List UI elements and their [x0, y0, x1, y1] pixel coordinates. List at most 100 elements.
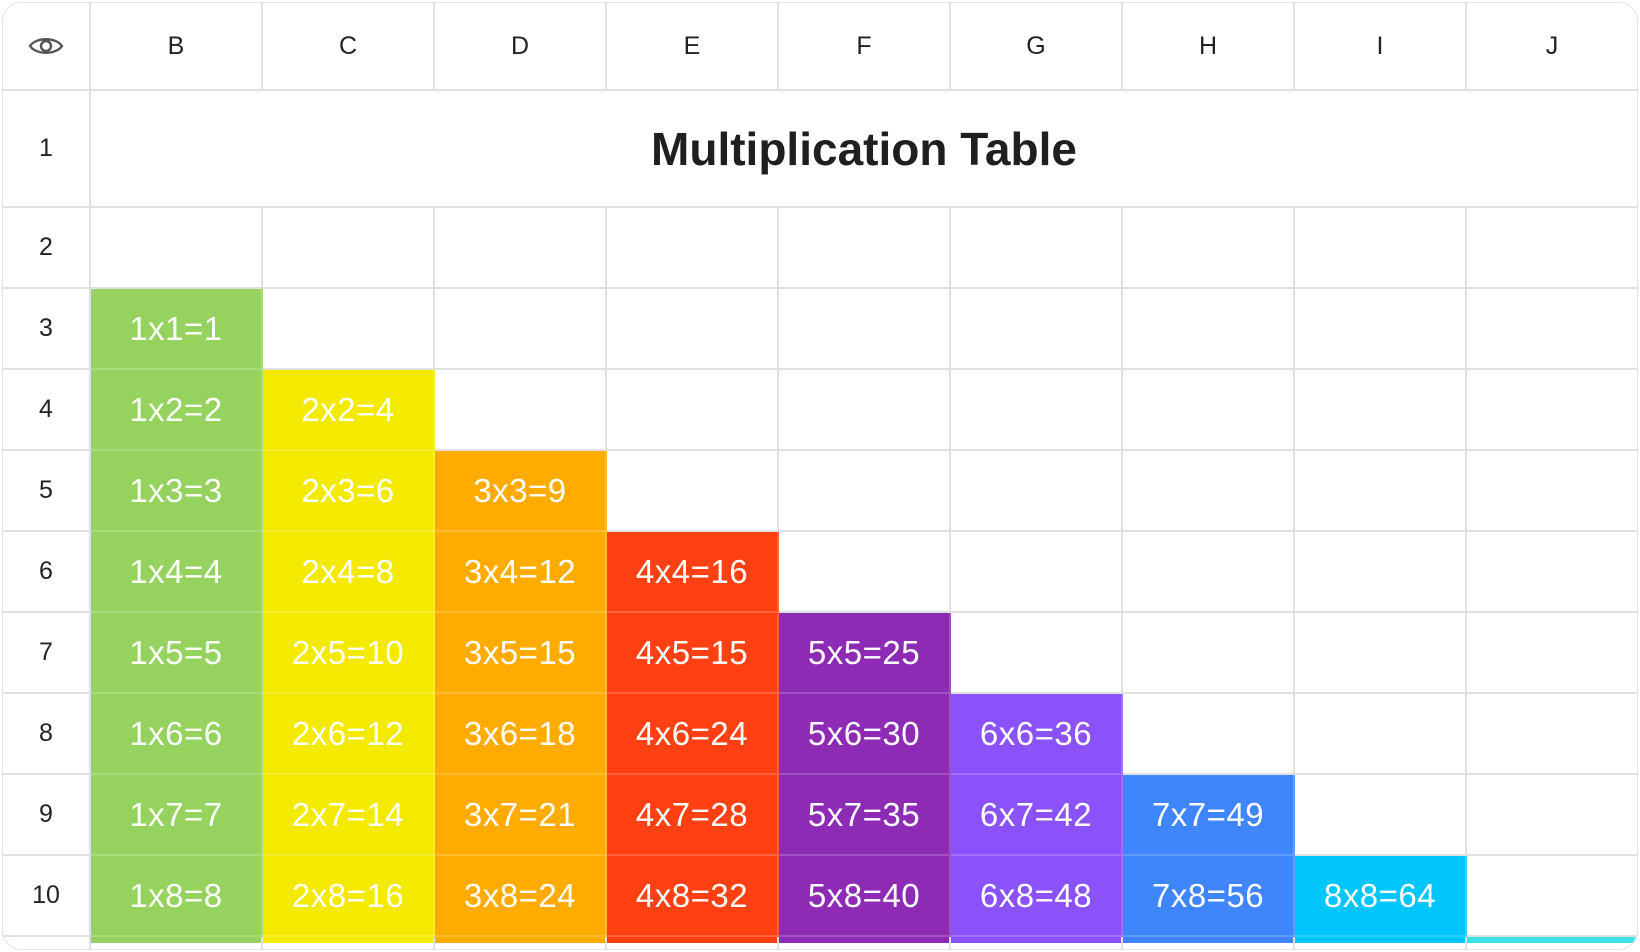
cell-b9[interactable]: 1x7=7 [91, 775, 263, 856]
cell-c3[interactable] [263, 289, 435, 370]
row-header-5[interactable]: 5 [3, 451, 91, 532]
cell-h10[interactable]: 7x8=56 [1123, 856, 1295, 937]
cell-d4[interactable] [435, 370, 607, 451]
column-header-e[interactable]: E [607, 3, 779, 91]
cell-g10[interactable]: 6x8=48 [951, 856, 1123, 937]
cell-j10[interactable] [1467, 856, 1637, 937]
cell-i2[interactable] [1295, 208, 1467, 289]
cell-i5[interactable] [1295, 451, 1467, 532]
cell-i7[interactable] [1295, 613, 1467, 694]
row-header-8[interactable]: 8 [3, 694, 91, 775]
cell-i10[interactable]: 8x8=64 [1295, 856, 1467, 937]
cell-g2[interactable] [951, 208, 1123, 289]
cell-e3[interactable] [607, 289, 779, 370]
row-header-6[interactable]: 6 [3, 532, 91, 613]
cell-e8[interactable]: 4x6=24 [607, 694, 779, 775]
row-header-4[interactable]: 4 [3, 370, 91, 451]
column-header-b[interactable]: B [91, 3, 263, 91]
cell-f2[interactable] [779, 208, 951, 289]
column-header-h[interactable]: H [1123, 3, 1295, 91]
cell-b5[interactable]: 1x3=3 [91, 451, 263, 532]
cell-h7[interactable] [1123, 613, 1295, 694]
column-header-d[interactable]: D [435, 3, 607, 91]
cell-b3[interactable]: 1x1=1 [91, 289, 263, 370]
cell-i4[interactable] [1295, 370, 1467, 451]
cell-d7[interactable]: 3x5=15 [435, 613, 607, 694]
cell-f7[interactable]: 5x5=25 [779, 613, 951, 694]
cell-c6[interactable]: 2x4=8 [263, 532, 435, 613]
cell-j3[interactable] [1467, 289, 1637, 370]
cell-g4[interactable] [951, 370, 1123, 451]
cell-g5[interactable] [951, 451, 1123, 532]
cell-f10[interactable]: 5x8=40 [779, 856, 951, 937]
column-header-f[interactable]: F [779, 3, 951, 91]
row-header-1[interactable]: 1 [3, 91, 91, 208]
cell-f5[interactable] [779, 451, 951, 532]
table-title-cell[interactable]: Multiplication Table [91, 91, 1637, 208]
cell-c4[interactable]: 2x2=4 [263, 370, 435, 451]
cell-i9[interactable] [1295, 775, 1467, 856]
cell-e4[interactable] [607, 370, 779, 451]
cell-d8[interactable]: 3x6=18 [435, 694, 607, 775]
cell-g9[interactable]: 6x7=42 [951, 775, 1123, 856]
cell-d2[interactable] [435, 208, 607, 289]
cell-c8[interactable]: 2x6=12 [263, 694, 435, 775]
cell-e9[interactable]: 4x7=28 [607, 775, 779, 856]
cell-j7[interactable] [1467, 613, 1637, 694]
cell-j8[interactable] [1467, 694, 1637, 775]
cell-c2[interactable] [263, 208, 435, 289]
cell-d6[interactable]: 3x4=12 [435, 532, 607, 613]
cell-c7[interactable]: 2x5=10 [263, 613, 435, 694]
cell-h9[interactable]: 7x7=49 [1123, 775, 1295, 856]
cell-i6[interactable] [1295, 532, 1467, 613]
cell-c10[interactable]: 2x8=16 [263, 856, 435, 937]
cell-e2[interactable] [607, 208, 779, 289]
cell-f4[interactable] [779, 370, 951, 451]
cell-i8[interactable] [1295, 694, 1467, 775]
cell-g6[interactable] [951, 532, 1123, 613]
cell-h4[interactable] [1123, 370, 1295, 451]
cell-c9[interactable]: 2x7=14 [263, 775, 435, 856]
cell-f3[interactable] [779, 289, 951, 370]
cell-g7[interactable] [951, 613, 1123, 694]
cell-b7[interactable]: 1x5=5 [91, 613, 263, 694]
cell-b8[interactable]: 1x6=6 [91, 694, 263, 775]
cell-h5[interactable] [1123, 451, 1295, 532]
cell-h3[interactable] [1123, 289, 1295, 370]
cell-j2[interactable] [1467, 208, 1637, 289]
cell-j9[interactable] [1467, 775, 1637, 856]
row-header-10[interactable]: 10 [3, 856, 91, 937]
row-header-3[interactable]: 3 [3, 289, 91, 370]
cell-f8[interactable]: 5x6=30 [779, 694, 951, 775]
cell-h8[interactable] [1123, 694, 1295, 775]
row-header-2[interactable]: 2 [3, 208, 91, 289]
column-header-i[interactable]: I [1295, 3, 1467, 91]
cell-h2[interactable] [1123, 208, 1295, 289]
cell-j4[interactable] [1467, 370, 1637, 451]
cell-d9[interactable]: 3x7=21 [435, 775, 607, 856]
cell-g8[interactable]: 6x6=36 [951, 694, 1123, 775]
cell-e5[interactable] [607, 451, 779, 532]
cell-b6[interactable]: 1x4=4 [91, 532, 263, 613]
cell-e10[interactable]: 4x8=32 [607, 856, 779, 937]
cell-b2[interactable] [91, 208, 263, 289]
cell-e6[interactable]: 4x4=16 [607, 532, 779, 613]
eye-icon[interactable] [28, 34, 64, 58]
column-header-j[interactable]: J [1467, 3, 1637, 91]
cell-j6[interactable] [1467, 532, 1637, 613]
cell-h6[interactable] [1123, 532, 1295, 613]
cell-d3[interactable] [435, 289, 607, 370]
row-header-9[interactable]: 9 [3, 775, 91, 856]
cell-f9[interactable]: 5x7=35 [779, 775, 951, 856]
cell-e7[interactable]: 4x5=15 [607, 613, 779, 694]
cell-i3[interactable] [1295, 289, 1467, 370]
cell-j5[interactable] [1467, 451, 1637, 532]
cell-d10[interactable]: 3x8=24 [435, 856, 607, 937]
column-header-c[interactable]: C [263, 3, 435, 91]
cell-c5[interactable]: 2x3=6 [263, 451, 435, 532]
cell-b10[interactable]: 1x8=8 [91, 856, 263, 937]
column-header-g[interactable]: G [951, 3, 1123, 91]
select-all-corner[interactable] [3, 3, 91, 91]
cell-f6[interactable] [779, 532, 951, 613]
cell-b4[interactable]: 1x2=2 [91, 370, 263, 451]
